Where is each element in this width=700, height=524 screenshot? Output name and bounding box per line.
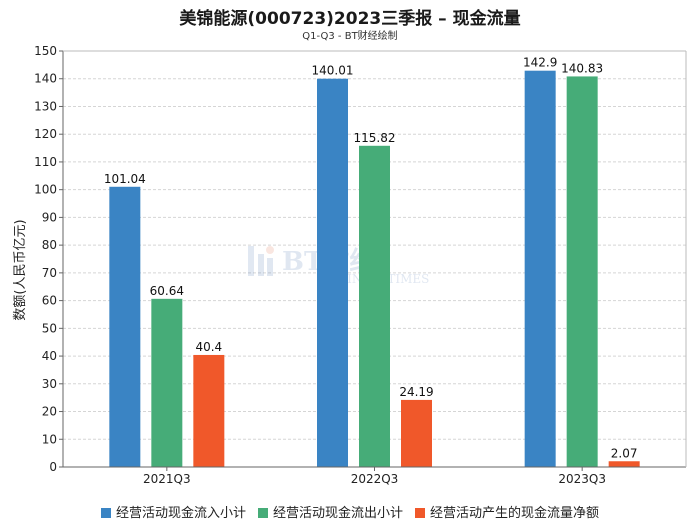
y-tick-label: 120 [34, 127, 57, 141]
data-label: 60.64 [150, 284, 184, 298]
y-tick-label: 130 [34, 99, 57, 113]
y-tick-label: 110 [34, 155, 57, 169]
bar [524, 70, 556, 467]
data-labels: 101.04 60.64 40.4 140.01 115.82 24.19 142.9 140… [104, 56, 638, 461]
y-tick-label: 140 [34, 72, 57, 86]
y-tick-label: 0 [49, 460, 57, 474]
bar [317, 78, 348, 467]
legend-label: 经营活动现金流入小计 [115, 506, 246, 521]
y-tick-label: 90 [42, 210, 57, 224]
data-label: 140.83 [561, 61, 603, 75]
data-label: 2.07 [611, 446, 638, 460]
y-tick-label: 60 [42, 294, 57, 308]
bar [608, 461, 640, 467]
bar [151, 298, 183, 467]
legend-entry: 经营活动现金流出小计 [257, 502, 403, 521]
x-tick-label: 2023Q3 [558, 472, 606, 486]
y-tick-label: 10 [42, 432, 57, 446]
data-label: 24.19 [399, 385, 433, 399]
y-tick-label: 100 [34, 183, 57, 197]
bar [401, 399, 432, 467]
legend-swatch [257, 508, 268, 518]
legend-label: 经营活动产生的现金流量净额 [430, 506, 600, 521]
y-tick-label: 70 [42, 266, 57, 280]
bar [566, 76, 598, 468]
axes: 0 10 20 30 40 50 60 70 80 90 100 110 120 130 140 150 202… [34, 44, 687, 486]
legend-entry: 经营活动产生的现金流量净额 [415, 502, 599, 521]
x-tick-label: 2022Q3 [351, 472, 399, 486]
legend-swatch [415, 508, 425, 518]
y-tick-label: 20 [42, 405, 57, 419]
y-tick-label: 150 [34, 44, 57, 58]
chart-legend: 经营活动现金流入小计 经营活动现金流出小计 经营活动产生的现金流量净额 [0, 502, 700, 521]
legend-swatch [100, 508, 111, 518]
bar [359, 145, 390, 467]
bar [193, 354, 225, 467]
chart-subtitle: Q1-Q3 - BT财经绘制 [302, 31, 398, 42]
y-tick-label: 40 [42, 349, 57, 363]
y-axis-label: 数额(人民币亿元) [13, 219, 28, 320]
legend-label: 经营活动现金流出小计 [272, 506, 403, 521]
legend-entry: 经营活动现金流入小计 [100, 502, 246, 521]
bars [109, 70, 640, 468]
data-label: 115.82 [354, 131, 396, 145]
data-label: 140.01 [312, 64, 354, 78]
y-tick-label: 80 [42, 238, 57, 252]
chart-title: 美锦能源(000723)2023三季报 – 现金流量 [179, 9, 521, 29]
bar [109, 186, 141, 467]
y-tick-label: 50 [42, 321, 57, 335]
x-tick-label: 2021Q3 [143, 472, 191, 486]
y-tick-label: 30 [42, 377, 57, 391]
data-label: 101.04 [104, 172, 146, 186]
data-label: 40.4 [195, 340, 222, 354]
data-label: 142.9 [523, 56, 557, 70]
